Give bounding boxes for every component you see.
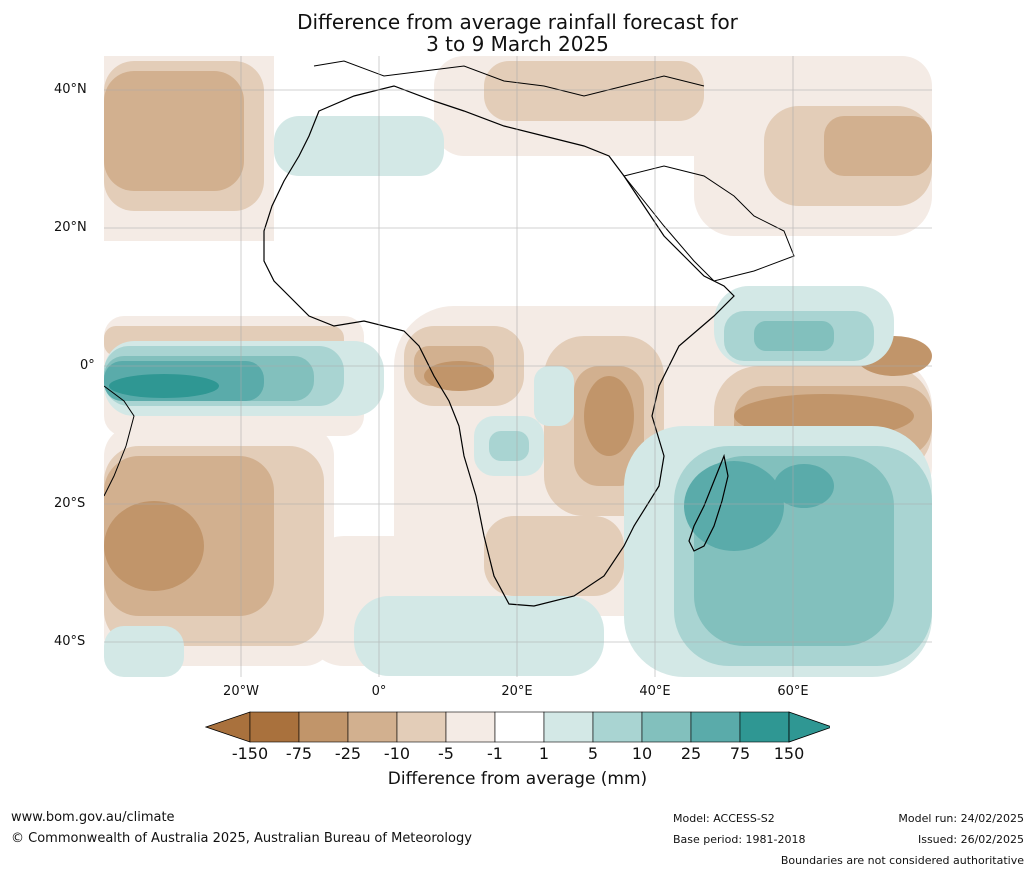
colorbar-tick-label: 150	[773, 744, 805, 763]
colorbar-tick-label: 1	[538, 744, 550, 763]
anomaly-strongest-teal	[109, 374, 219, 398]
footer-base-period: Base period: 1981-2018	[673, 833, 806, 846]
footer-website: www.bom.gov.au/climate	[11, 810, 175, 825]
lat-label-20s: 20°S	[54, 496, 86, 511]
colorbar-tick-label: -75	[285, 744, 313, 763]
footer-model: Model: ACCESS-S2	[673, 812, 775, 825]
rainfall-anomaly-map	[104, 56, 932, 677]
south-america-coast	[104, 385, 135, 497]
colorbar-segment	[592, 711, 643, 743]
colorbar-extend-low	[205, 711, 251, 743]
colorbar-segment	[543, 711, 594, 743]
lon-label-60e: 60°E	[777, 684, 809, 699]
madagascar-outline	[688, 453, 729, 552]
lat-label-0: 0°	[80, 358, 95, 373]
colorbar-segment	[347, 711, 398, 743]
colorbar-tick-label: -10	[383, 744, 411, 763]
colorbar-tick-label: -5	[438, 744, 454, 763]
lon-label-40e: 40°E	[639, 684, 671, 699]
colorbar-tick-label: -25	[334, 744, 362, 763]
colorbar-segment	[739, 711, 790, 743]
colorbar-segment	[641, 711, 692, 743]
footer-model-run: Model run: 24/02/2025	[898, 812, 1024, 825]
lat-label-20n: 20°N	[54, 220, 87, 235]
colorbar-segment	[445, 711, 496, 743]
colorbar	[205, 711, 830, 743]
colorbar-tick-label: 10	[631, 744, 653, 763]
colorbar-label: Difference from average (mm)	[387, 769, 648, 789]
europe-coast	[313, 60, 705, 97]
colorbar-segment	[249, 711, 300, 743]
africa-coastline	[263, 85, 735, 607]
colorbar-tick-label: -150	[231, 744, 269, 763]
colorbar-tick-label: 5	[587, 744, 599, 763]
lon-label-0: 0°	[371, 684, 387, 699]
lon-label-20w: 20°W	[223, 684, 259, 699]
map-title-line1: Difference from average rainfall forecas…	[297, 10, 738, 34]
footer-copyright: © Commonwealth of Australia 2025, Austra…	[11, 831, 472, 846]
colorbar-segment	[690, 711, 741, 743]
lat-label-40n: 40°N	[54, 82, 87, 97]
colorbar-extend-high	[788, 711, 830, 743]
colorbar-segment	[494, 711, 545, 743]
colorbar-segment	[298, 711, 349, 743]
colorbar-tick-label: -1	[487, 744, 503, 763]
colorbar-tick-label: 75	[729, 744, 751, 763]
map-title-line2: 3 to 9 March 2025	[426, 32, 609, 56]
lat-label-40s: 40°S	[54, 634, 86, 649]
arabia-outline	[623, 165, 795, 282]
graticule	[104, 56, 932, 677]
footer-disclaimer: Boundaries are not considered authoritat…	[780, 854, 1024, 867]
colorbar-segment	[396, 711, 447, 743]
colorbar-tick-label: 25	[680, 744, 702, 763]
lon-label-20e: 20°E	[501, 684, 533, 699]
footer-issued: Issued: 26/02/2025	[917, 833, 1024, 846]
